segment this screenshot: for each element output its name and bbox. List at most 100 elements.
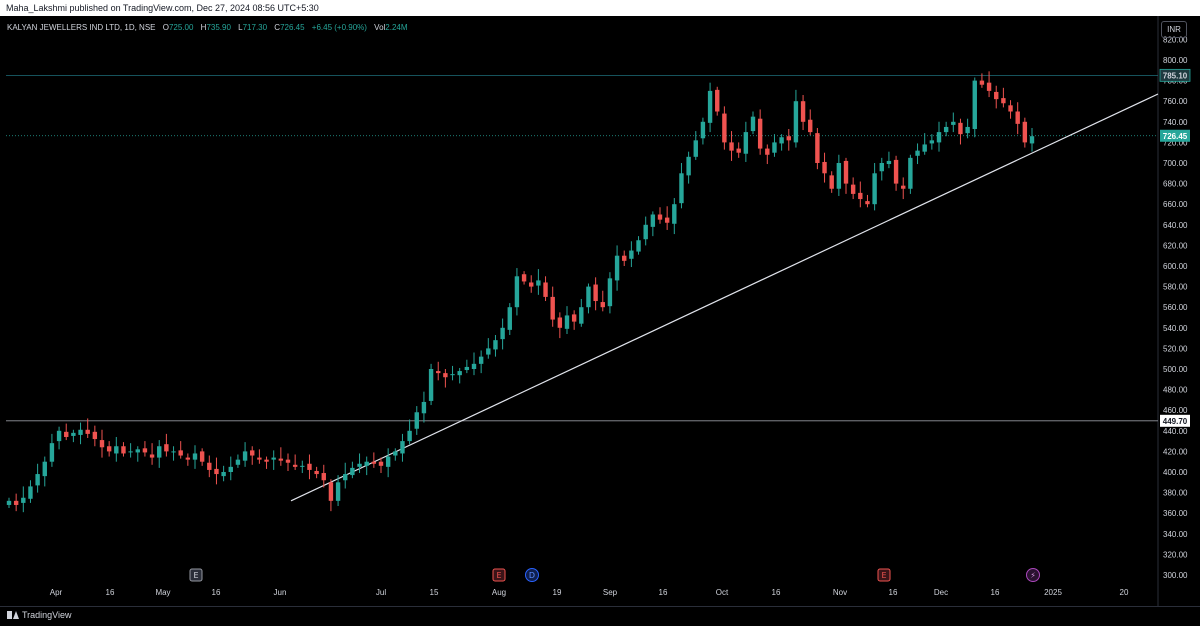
candle-body[interactable] [157,446,162,458]
candle-body[interactable] [443,373,448,378]
candle-body[interactable] [1029,136,1035,144]
candle-body[interactable] [56,430,62,442]
candle-body[interactable] [235,459,241,465]
candle-body[interactable] [750,116,756,132]
candle-body[interactable] [579,307,584,324]
candle-body[interactable] [350,467,355,476]
candle-body[interactable] [335,482,341,501]
candle-body[interactable] [28,486,33,499]
candle-body[interactable] [21,497,26,503]
candle-body[interactable] [214,468,219,475]
candle-body[interactable] [99,440,105,448]
candle-body[interactable] [929,140,935,144]
candle-body[interactable] [92,431,98,440]
candle-body[interactable] [629,250,634,259]
candle-body[interactable] [199,451,205,462]
candle-body[interactable] [78,429,83,435]
candle-body[interactable] [464,366,470,371]
candle-body[interactable] [536,280,541,286]
candle-body[interactable] [729,142,734,151]
event-marker[interactable] [189,568,203,582]
candle-body[interactable] [550,296,555,320]
candle-body[interactable] [257,457,262,460]
candle-body[interactable] [207,462,212,470]
candle-body[interactable] [321,473,326,481]
candle-body[interactable] [471,363,477,369]
candle-body[interactable] [779,137,784,144]
candle-body[interactable] [915,150,920,156]
candle-body[interactable] [557,317,563,328]
candle-body[interactable] [865,201,870,205]
candle-body[interactable] [614,255,620,281]
event-marker[interactable] [877,568,891,582]
tradingview-logo[interactable]: TradingView [7,610,72,620]
candle-body[interactable] [793,101,799,143]
candle-body[interactable] [529,282,534,287]
candle-body[interactable] [400,441,405,454]
candle-body[interactable] [500,327,505,340]
candle-body[interactable] [607,278,613,307]
candle-body[interactable] [493,340,498,350]
candle-body[interactable] [772,142,777,153]
candle-body[interactable] [829,175,834,189]
candle-body[interactable] [121,446,126,454]
candle-body[interactable] [106,446,112,452]
candle-body[interactable] [958,122,963,135]
candle-body[interactable] [1008,105,1013,112]
candle-body[interactable] [436,371,441,374]
candle-body[interactable] [901,185,906,189]
candle-body[interactable] [872,173,877,205]
candle-body[interactable] [271,457,276,460]
candle-body[interactable] [622,255,627,261]
candle-body[interactable] [657,214,663,220]
candle-body[interactable] [822,161,827,174]
candle-body[interactable] [164,444,169,452]
candle-body[interactable] [13,500,19,505]
candle-body[interactable] [886,160,892,165]
candle-body[interactable] [521,274,527,282]
candle-body[interactable] [450,374,455,376]
candle-body[interactable] [300,465,305,467]
candle-body[interactable] [278,458,284,461]
candle-body[interactable] [908,157,913,189]
candle-body[interactable] [264,459,269,462]
candle-body[interactable] [715,89,720,112]
candle-body[interactable] [850,184,856,194]
candle-body[interactable] [242,451,248,461]
candle-body[interactable] [979,80,985,85]
candle-body[interactable] [1022,121,1028,143]
currency-button[interactable]: INR [1161,21,1187,38]
candle-body[interactable] [378,461,384,466]
candle-body[interactable] [736,148,741,153]
candle-body[interactable] [765,148,770,155]
candle-body[interactable] [564,315,570,329]
candle-body[interactable] [972,80,977,130]
candle-body[interactable] [743,132,749,154]
candle-body[interactable] [664,217,670,223]
candle-body[interactable] [600,302,605,308]
candle-body[interactable] [965,126,970,134]
candle-body[interactable] [171,451,176,453]
candle-body[interactable] [672,204,677,224]
candle-body[interactable] [314,470,319,475]
candle-body[interactable] [679,173,684,204]
candle-body[interactable] [49,443,55,462]
candle-body[interactable] [178,450,183,456]
candle-body[interactable] [357,463,362,467]
candle-body[interactable] [250,450,255,456]
candle-body[interactable] [1001,98,1006,104]
candle-body[interactable] [228,466,233,472]
candle-body[interactable] [328,482,334,501]
candle-body[interactable] [707,90,713,123]
candle-body[interactable] [393,451,398,456]
candle-body[interactable] [514,276,520,308]
candle-body[interactable] [815,133,820,163]
candle-body[interactable] [586,286,591,308]
candle-body[interactable] [936,132,942,143]
candle-body[interactable] [922,144,927,152]
chart-area[interactable] [0,16,1200,606]
candle-body[interactable] [879,163,884,172]
candle-body[interactable] [986,82,992,91]
candle-body[interactable] [307,463,312,470]
